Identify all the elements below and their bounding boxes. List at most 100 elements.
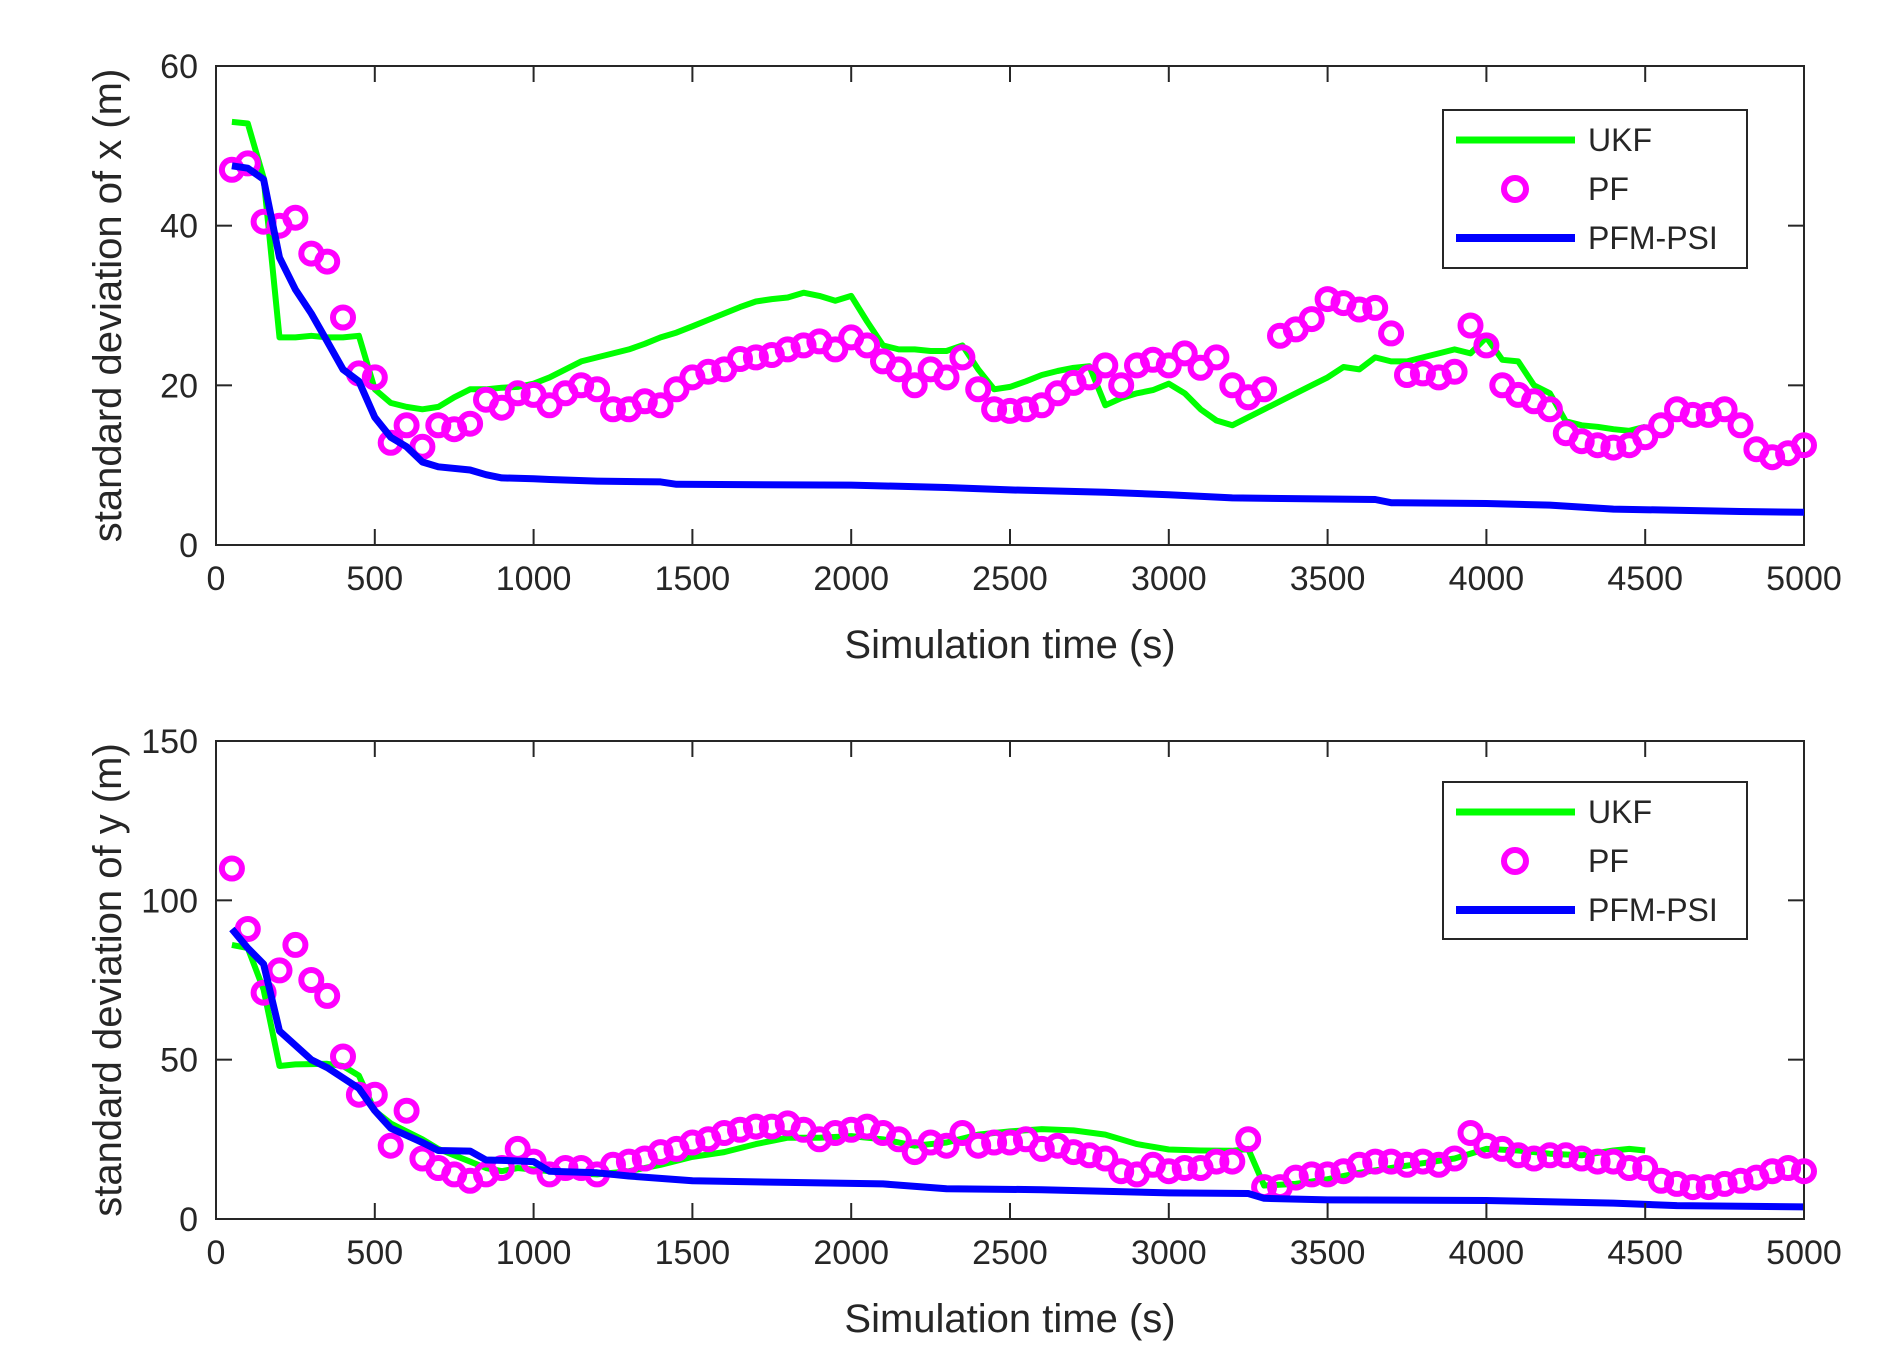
data-point-pf [615,1148,642,1175]
data-point-pf [742,344,769,371]
data-point-pf [1108,1158,1135,1185]
data-point-pf [1679,401,1706,428]
y-tick-label: 50 [160,1042,198,1080]
data-point-pf [1378,1148,1405,1175]
x-tick-label: 2000 [813,1234,889,1272]
data-point-pf [1584,1148,1611,1175]
data-point-pf [822,336,849,363]
data-point-pf [393,1097,420,1124]
data-point-pf [1775,1155,1802,1181]
data-point-pf [917,1129,944,1156]
data-point-pf [1664,1170,1690,1197]
legend-label-ukf: UKF [1588,794,1652,830]
data-point-pf [1219,1148,1246,1175]
legend-y: UKF PF PFM-PSI [1442,781,1748,940]
data-point-pf [1394,1151,1420,1178]
data-point-pf [1346,1151,1373,1178]
y-axis-title-y: standard deviation of y (m) [86,743,130,1217]
data-point-pf [266,957,293,984]
x-tick-label: 500 [346,1234,403,1272]
data-point-pf [965,376,992,403]
data-point-pf [600,396,626,423]
legend-label-pf: PF [1588,171,1629,207]
data-point-pf [981,1129,1008,1156]
data-point-pf [1727,1167,1754,1194]
data-point-pf [1473,332,1500,359]
y-axis-title-x: standard deviation of x (m) [86,69,130,543]
data-point-pf [1028,392,1055,419]
y-tick-label: 60 [160,48,198,86]
data-point-pf [282,931,309,958]
data-point-pf [997,1129,1023,1156]
data-point-pf [1648,1167,1675,1194]
data-point-pf [1171,340,1198,367]
legend-label-pf: PF [1588,843,1629,879]
x-tick-label: 4500 [1607,1234,1683,1272]
data-point-pf [1060,1139,1087,1166]
y-tick-label: 0 [179,1201,198,1239]
data-point-pf [1791,432,1817,459]
x-tick-label: 0 [207,1234,226,1272]
x-tick-label: 0 [207,560,226,598]
data-point-pf [1346,296,1373,323]
legend-label-pfm-psi: PFM-PSI [1588,892,1718,928]
data-point-pf [1457,312,1484,339]
data-point-pf [997,397,1023,424]
data-point-pf [901,372,928,399]
chart-std-y: 0 500 1000 1500 2000 2500 3000 3500 4000 4500 5000… [86,723,1842,1341]
y-tick-label: 150 [141,723,198,761]
data-point-pf [536,392,563,419]
data-point-pf [1584,432,1611,459]
data-point-pf [1568,1145,1595,1172]
data-point-pf [1394,362,1420,388]
data-point-pf [1711,1170,1738,1197]
data-point-pf [1155,352,1182,379]
data-point-pf [663,376,690,403]
data-point-pf [1632,1155,1659,1181]
series-layer-y [218,855,1817,1211]
data-point-pf [1362,1148,1389,1175]
data-point-pf [1457,1120,1484,1146]
data-point-pf [1473,1132,1500,1159]
data-point-pf [1552,1142,1579,1169]
x-tick-label: 4500 [1607,560,1683,598]
data-point-pf [727,1116,753,1143]
data-point-pf [1727,412,1754,439]
data-point-pf [758,1113,785,1140]
data-point-pf [1171,1155,1198,1181]
data-point-pf [965,1132,992,1159]
data-point-pf [584,376,611,403]
data-point-pf [711,1120,738,1146]
x-tick-label: 2500 [972,560,1048,598]
data-point-pf [981,396,1008,423]
x-tick-label: 1500 [655,1234,731,1272]
data-point-pf [647,392,674,419]
data-point-pf [1203,1148,1230,1175]
x-tick-label: 2500 [972,1234,1048,1272]
legend-label-ukf: UKF [1588,122,1652,158]
data-point-pf [742,1113,769,1140]
data-point-pf [933,1132,960,1159]
x-tick-label: 5000 [1766,560,1842,598]
data-point-pf [1155,1158,1182,1185]
data-point-pf [1759,1158,1786,1185]
data-point-pf [933,364,960,391]
data-point-pf [1251,376,1278,403]
x-tick-label: 5000 [1766,1234,1842,1272]
data-point-pf [504,380,531,407]
data-point-pf [1282,1164,1309,1191]
x-tick-label: 3000 [1131,560,1207,598]
data-point-pf [1235,1126,1262,1153]
data-point-pf [1679,1174,1706,1201]
data-point-pf [393,412,420,439]
data-point-pf [298,967,325,993]
data-point-pf [1092,1145,1119,1172]
data-point-pf [1076,1142,1103,1169]
data-point-pf [409,433,436,460]
data-point-pf [1219,372,1246,399]
data-point-pf [885,356,912,383]
data-point-pf [234,916,261,942]
ticks-y: 0 500 1000 1500 2000 2500 3000 3500 4000 4500 5000… [141,723,1842,1272]
x-axis-title-x: Simulation time (s) [844,623,1175,667]
